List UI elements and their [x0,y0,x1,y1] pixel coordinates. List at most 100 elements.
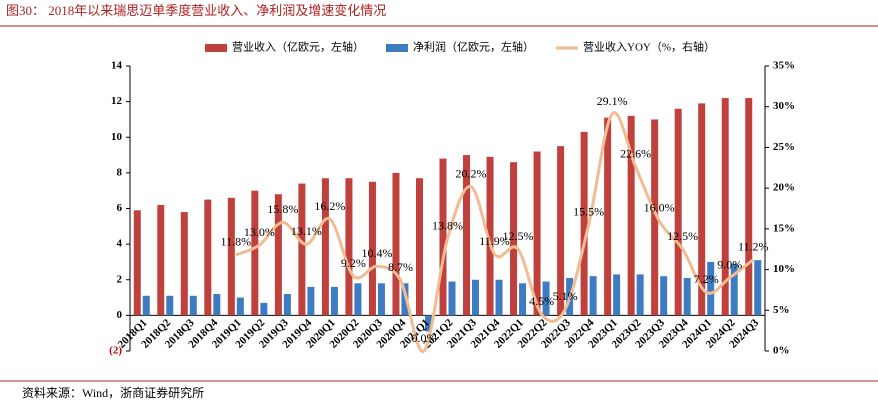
y-tick-label: 0 [117,309,123,321]
bar [189,295,197,316]
bar [698,103,706,316]
bar [142,295,150,316]
data-label: 11.9% [479,234,510,248]
bar [674,108,682,316]
y2-tick-label: 0% [773,345,790,357]
bar [463,155,471,316]
bar [754,260,762,316]
bar [510,162,518,316]
data-label: 13.8% [432,218,463,232]
bar [354,283,362,316]
y2-tick-label: 20% [773,182,795,194]
bar [401,283,409,316]
y-tick-label: 6 [117,202,123,214]
bar [448,281,456,316]
bar [472,279,480,316]
bar [557,146,565,316]
bar [368,181,376,316]
bar [260,302,268,316]
bar [415,178,423,316]
bar [660,276,668,316]
chart-title: 图30： 2018年以来瑞思迈单季度营业收入、净利润及增速变化情况 [6,3,386,18]
data-label: 13.0% [244,225,275,239]
data-label: 13.1% [291,224,322,238]
bar [495,279,503,316]
data-label: 4.5% [529,294,554,308]
data-label: 9.0% [717,257,742,271]
data-label: 12.5% [503,229,534,243]
bar [683,277,691,316]
data-label: 12.5% [667,229,698,243]
bar [580,131,588,316]
bar [274,194,282,316]
legend-swatch [205,44,227,52]
bar [424,315,432,332]
y2-tick-label: 15% [773,222,795,234]
bar [519,283,527,316]
y-tick-label: 2 [117,273,123,285]
y2-tick-label: 25% [773,141,795,153]
legend-swatch [386,44,408,52]
bar [133,210,141,316]
y-tick-label: 10 [111,131,123,143]
bar [204,199,212,316]
bar [651,119,659,316]
bar [533,151,541,316]
bar [166,295,174,316]
data-label: 10.4% [361,246,392,260]
bar [613,274,621,316]
bar [542,281,550,316]
legend-label: 营业收入（亿欧元，左轴） [232,40,364,54]
data-label: 11.2% [738,240,769,254]
bar [486,156,494,316]
bar [307,286,315,316]
bar [345,178,353,316]
bar [721,98,729,316]
data-label: 16.2% [314,199,345,213]
data-label: 5.1% [553,289,578,303]
data-label: 22.6% [620,147,651,161]
bar [213,294,221,316]
bar [321,178,329,316]
y2-tick-label: 35% [773,60,795,72]
bar [283,294,291,316]
data-label: 11.8% [221,235,252,249]
legend-label: 净利润（亿欧元，左轴） [413,40,534,54]
bar [745,98,753,316]
bar [227,197,235,316]
y-tick-label: (2) [109,345,122,357]
bar [377,283,385,316]
y2-tick-label: 5% [773,304,790,316]
y-tick-label: 14 [111,60,123,72]
bar [298,183,306,316]
data-label: 29.1% [597,94,628,108]
yoy-line [235,111,755,353]
source: 资料来源：Wind，浙商证券研究所 [22,385,204,400]
bar [636,274,644,316]
y2-tick-label: 30% [773,100,795,112]
data-label: 15.8% [267,202,298,216]
legend-label: 营业收入YOY（%，右轴） [583,40,715,54]
bar [627,115,635,316]
bar [180,212,188,316]
bar [604,117,612,316]
y-tick-label: 4 [117,238,123,250]
data-label: 20.2% [456,166,487,180]
y-tick-label: 8 [117,166,123,178]
bar [157,204,165,316]
data-label: 16.0% [644,200,675,214]
bar [730,263,738,316]
bar [392,172,400,316]
bar [439,158,447,316]
bar [330,286,338,316]
y-tick-label: 12 [111,95,123,107]
data-label: 0.0% [411,331,436,345]
data-label: 7.2% [694,272,719,286]
bar [589,276,597,316]
y2-tick-label: 10% [773,263,795,275]
data-label: 15.5% [573,205,604,219]
bar [707,261,715,316]
bar [236,297,244,316]
bar [251,190,259,316]
